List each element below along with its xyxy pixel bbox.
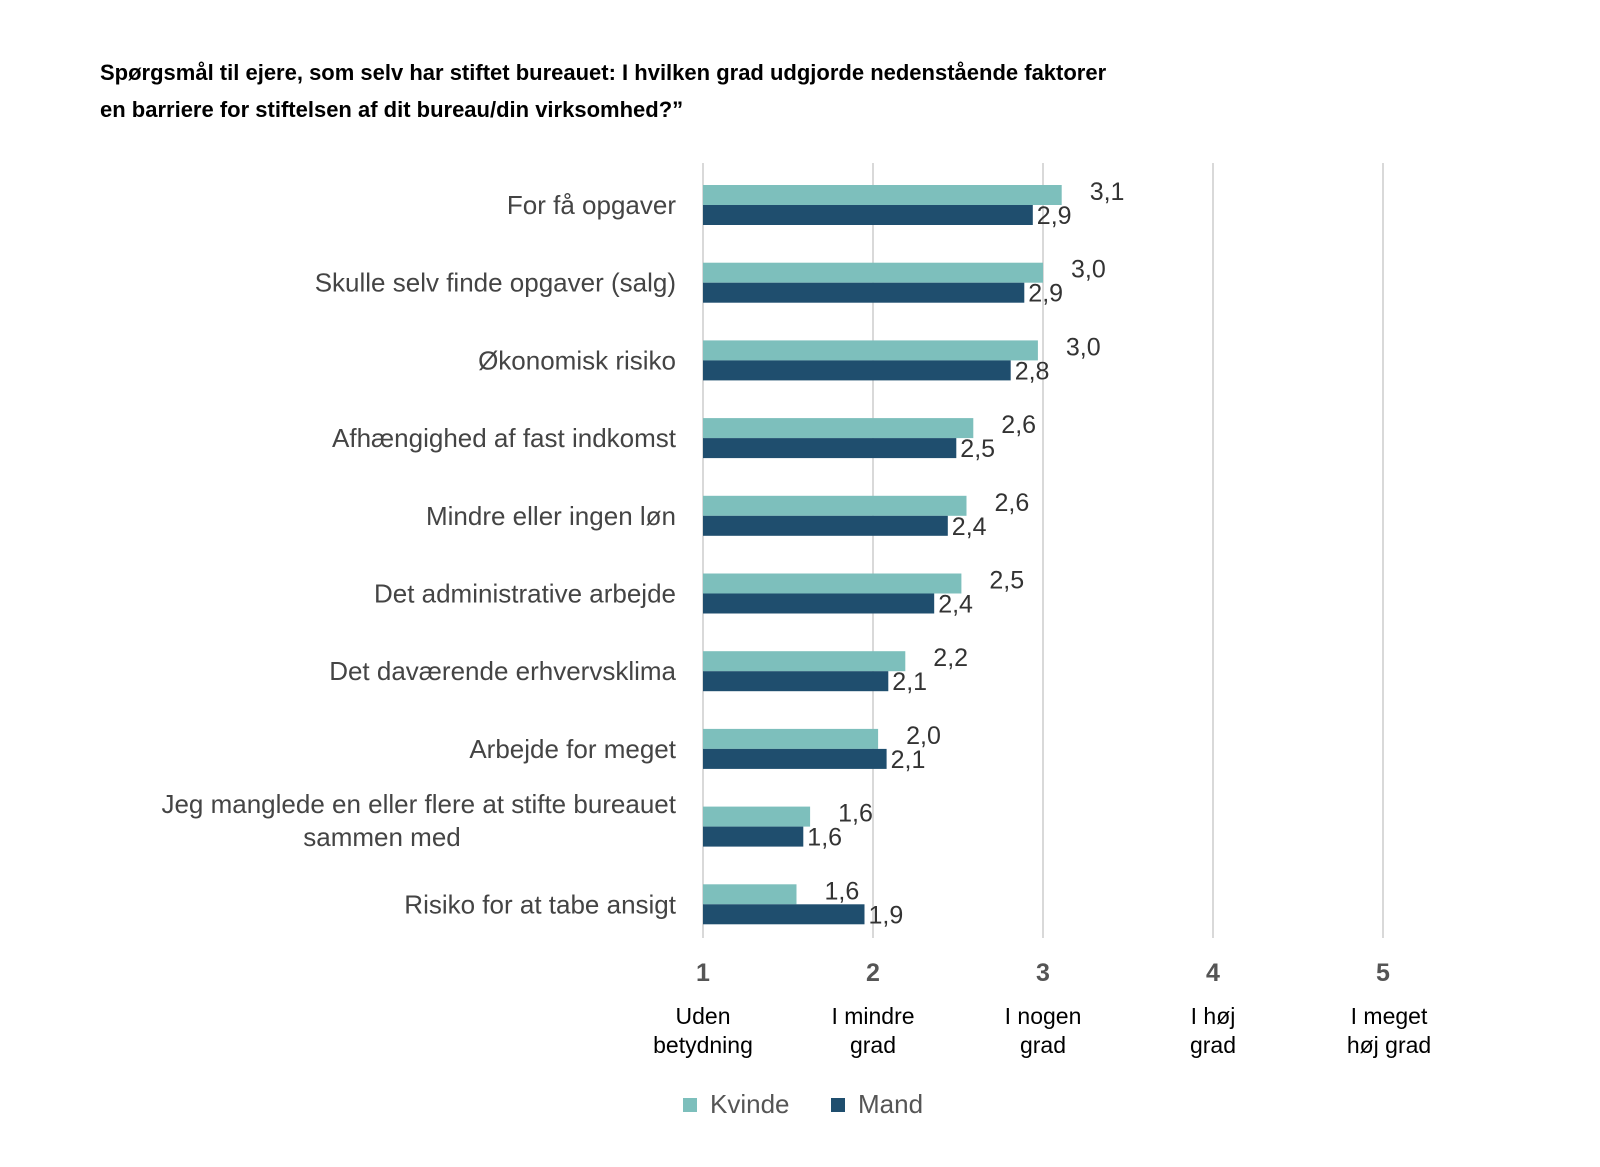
bar-kvinde [703, 573, 962, 594]
data-label-kvinde: 2,2 [933, 644, 968, 672]
category-label: Afhængighed af fast indkomst [332, 423, 677, 453]
bar-kvinde [703, 418, 974, 439]
data-label-mand: 2,5 [960, 435, 995, 463]
bar-mand [703, 904, 865, 925]
chart-title-line: en barriere for stiftelsen af dit bureau… [100, 97, 683, 122]
data-label-mand: 2,9 [1028, 280, 1063, 308]
data-label-mand: 2,1 [892, 668, 927, 696]
x-tick-description: I høj [1191, 1003, 1236, 1029]
bar-kvinde [703, 728, 879, 749]
category-label: Jeg manglede en eller flere at stifte bu… [161, 789, 676, 819]
category-label: Risiko for at tabe ansigt [404, 889, 676, 919]
x-tick-description: grad [1020, 1032, 1066, 1058]
bar-kvinde [703, 185, 1062, 205]
bar-mand [703, 748, 887, 769]
x-tick-label: 4 [1206, 959, 1220, 987]
chart-title: Spørgsmål til ejere, som selv har stifte… [100, 60, 1107, 122]
bar-mand [703, 282, 1025, 303]
bar-mand [703, 593, 935, 614]
x-tick-description: betydning [653, 1032, 753, 1058]
value-labels: 3,12,93,02,93,02,82,62,52,62,42,52,42,22… [807, 178, 1124, 929]
legend: Kvinde Mand [683, 1089, 923, 1119]
chart-title-line: Spørgsmål til ejere, som selv har stifte… [100, 60, 1107, 85]
bar-kvinde [703, 884, 797, 905]
data-label-kvinde: 2,6 [995, 489, 1030, 517]
x-tick-description: Uden [676, 1003, 731, 1029]
x-tick-description: I nogen [1005, 1003, 1082, 1029]
category-labels: For få opgaver Skulle selv finde opgaver … [161, 190, 676, 919]
bar-mand [703, 438, 957, 459]
bar-kvinde [703, 495, 967, 516]
category-label: Arbejde for meget [469, 734, 676, 764]
bar-mand [703, 515, 948, 536]
x-tick-label: 3 [1036, 959, 1050, 987]
data-label-kvinde: 3,1 [1090, 178, 1125, 206]
data-label-kvinde: 2,6 [1001, 411, 1036, 439]
bar-mand [703, 826, 804, 847]
x-tick-description: I mindre [831, 1003, 914, 1029]
data-label-mand: 1,9 [869, 901, 904, 929]
x-axis-ticks: 1 Uden betydning 2 I mindre grad 3 I nogen grad 4… [653, 959, 1431, 1058]
data-label-mand: 1,6 [807, 824, 842, 852]
data-label-kvinde: 2,5 [989, 567, 1024, 595]
bar-mand [703, 360, 1011, 381]
bar-mand [703, 671, 889, 692]
bar-mand [703, 205, 1033, 225]
bar-kvinde [703, 651, 906, 672]
x-tick-description: høj grad [1347, 1032, 1431, 1058]
x-tick-description: I meget [1351, 1003, 1428, 1029]
bar-kvinde [703, 340, 1038, 361]
bar-kvinde [703, 262, 1043, 283]
legend-swatch-kvinde [683, 1098, 697, 1112]
data-label-mand: 2,1 [891, 746, 926, 774]
bars [703, 185, 1062, 925]
bar-kvinde [703, 806, 811, 827]
legend-label-kvinde: Kvinde [710, 1089, 790, 1119]
data-label-mand: 2,4 [952, 513, 987, 541]
category-label: For få opgaver [507, 190, 676, 220]
data-label-mand: 2,8 [1015, 357, 1050, 385]
x-tick-label: 5 [1376, 959, 1390, 987]
x-tick-description: grad [1190, 1032, 1236, 1058]
x-tick-label: 2 [866, 959, 880, 987]
category-label: sammen med [303, 822, 461, 852]
data-label-kvinde: 1,6 [838, 800, 873, 828]
category-label: Mindre eller ingen løn [426, 501, 676, 531]
data-label-kvinde: 2,0 [906, 722, 941, 750]
category-label: Økonomisk risiko [478, 345, 676, 375]
data-label-kvinde: 1,6 [825, 877, 860, 905]
data-label-mand: 2,4 [938, 591, 973, 619]
category-label: Det daværende erhvervsklima [329, 656, 676, 686]
legend-label-mand: Mand [858, 1089, 923, 1119]
x-tick-label: 1 [696, 959, 710, 987]
legend-swatch-mand [831, 1098, 845, 1112]
data-label-kvinde: 3,0 [1066, 333, 1101, 361]
category-label: Det administrative arbejde [374, 579, 676, 609]
category-label: Skulle selv finde opgaver (salg) [315, 268, 676, 298]
data-label-kvinde: 3,0 [1071, 256, 1106, 284]
data-label-mand: 2,9 [1037, 202, 1072, 230]
x-tick-description: grad [850, 1032, 896, 1058]
